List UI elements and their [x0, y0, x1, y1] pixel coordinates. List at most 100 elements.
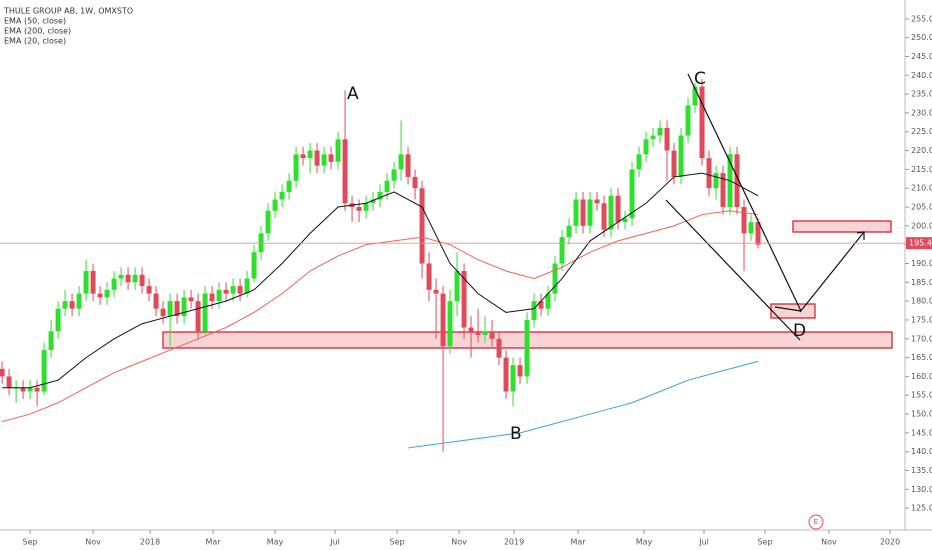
y-tick-label: 255.0 [911, 14, 932, 23]
x-tick-label: May [267, 538, 284, 547]
x-tick-label: Jul [329, 538, 340, 547]
candle-body [657, 127, 663, 136]
candle-body [41, 350, 47, 392]
candle-body [692, 86, 698, 106]
candle-body [188, 297, 194, 302]
earnings-label[interactable]: E [814, 518, 818, 526]
x-tick-label: 2018 [140, 538, 160, 547]
candle-body [363, 203, 369, 211]
candle-body [209, 293, 215, 302]
y-tick-label: 185.0 [911, 278, 932, 287]
y-tick-label: 215.0 [911, 165, 932, 174]
x-tick-label: 2019 [504, 538, 524, 547]
candle-body [524, 319, 530, 377]
candle-body [20, 387, 26, 392]
y-tick-label: 165.0 [911, 353, 932, 362]
candle-body [531, 301, 537, 320]
plot-area [0, 79, 761, 452]
candle-body [279, 191, 285, 200]
candle-body [48, 331, 54, 351]
candle-body [489, 331, 495, 339]
x-tick-label: Nov [451, 538, 467, 547]
candle-body [594, 199, 600, 204]
candle-body [90, 271, 96, 294]
y-tick-label: 225.0 [911, 127, 932, 136]
candle-body [230, 286, 236, 294]
candle-body [503, 357, 509, 392]
last-price-box [906, 237, 932, 250]
candle-body [699, 86, 705, 159]
candle-body [720, 173, 726, 208]
candle-body [0, 368, 5, 377]
trend-line [687, 73, 802, 312]
candle-body [566, 225, 572, 238]
candle-body [545, 293, 551, 309]
x-tick-label: Sep [23, 538, 38, 547]
earnings-icon[interactable] [808, 514, 824, 530]
candle-body [97, 293, 103, 298]
candle-body [580, 199, 586, 226]
x-tick-label: Mar [206, 538, 222, 547]
candle-body [629, 169, 635, 219]
x-tick-label: 2020 [880, 538, 900, 547]
y-tick-label: 170.0 [911, 334, 932, 343]
candle-body [454, 271, 460, 302]
candle-body [615, 195, 621, 223]
candle-body [510, 365, 516, 392]
y-tick-label: 200.0 [911, 221, 932, 230]
candle-body [755, 222, 761, 245]
y-tick-label: 205.0 [911, 203, 932, 212]
candle-body [335, 139, 341, 162]
candle-body [328, 154, 334, 162]
candle-body [342, 139, 348, 204]
ema-line [2, 172, 759, 389]
candle-body [398, 154, 404, 170]
candle-body [83, 271, 89, 294]
candle-body [55, 308, 61, 332]
candle-body [433, 289, 439, 294]
candle-body [391, 169, 397, 181]
candle-body [300, 154, 306, 159]
candle-body [496, 338, 502, 358]
candle-body [216, 289, 222, 302]
x-tick-label: Nov [821, 538, 837, 547]
indicator-label: EMA (50, close) [4, 17, 66, 26]
y-tick-label: 135.0 [911, 466, 932, 475]
candle-body [482, 331, 488, 336]
candle-body [741, 207, 747, 234]
candle-body [265, 210, 271, 234]
y-tick-label: 250.0 [911, 33, 932, 42]
candle-body [440, 293, 446, 347]
candle-body [104, 289, 110, 298]
y-tick-label: 190.0 [911, 259, 932, 268]
wave-label: C [694, 69, 706, 89]
candle-body [69, 301, 75, 309]
candle-body [461, 271, 467, 328]
candle-body [286, 180, 292, 192]
candle-body [111, 278, 117, 290]
candle-body [671, 150, 677, 177]
last-price-label: 195.4 [909, 239, 932, 248]
candle-body [34, 387, 40, 392]
y-tick-label: 235.0 [911, 90, 932, 99]
indicator-label: EMA (20, close) [4, 37, 66, 46]
y-tick-label: 180.0 [911, 297, 932, 306]
candle-body [552, 263, 558, 294]
candle-body [468, 327, 474, 332]
candle-body [153, 293, 159, 309]
y-tick-label: 230.0 [911, 108, 932, 117]
candle-body [678, 135, 684, 177]
y-tick-label: 210.0 [911, 184, 932, 193]
y-tick-label: 160.0 [911, 372, 932, 381]
candle-body [405, 154, 411, 177]
candle-body [713, 173, 719, 189]
x-tick-label: Sep [757, 538, 772, 547]
ema-line [407, 360, 759, 449]
candle-body [244, 278, 250, 294]
candle-body [475, 331, 481, 336]
candle-body [314, 150, 320, 166]
y-tick-label: 245.0 [911, 52, 932, 61]
candle-body [146, 286, 152, 294]
candle-body [6, 376, 12, 388]
